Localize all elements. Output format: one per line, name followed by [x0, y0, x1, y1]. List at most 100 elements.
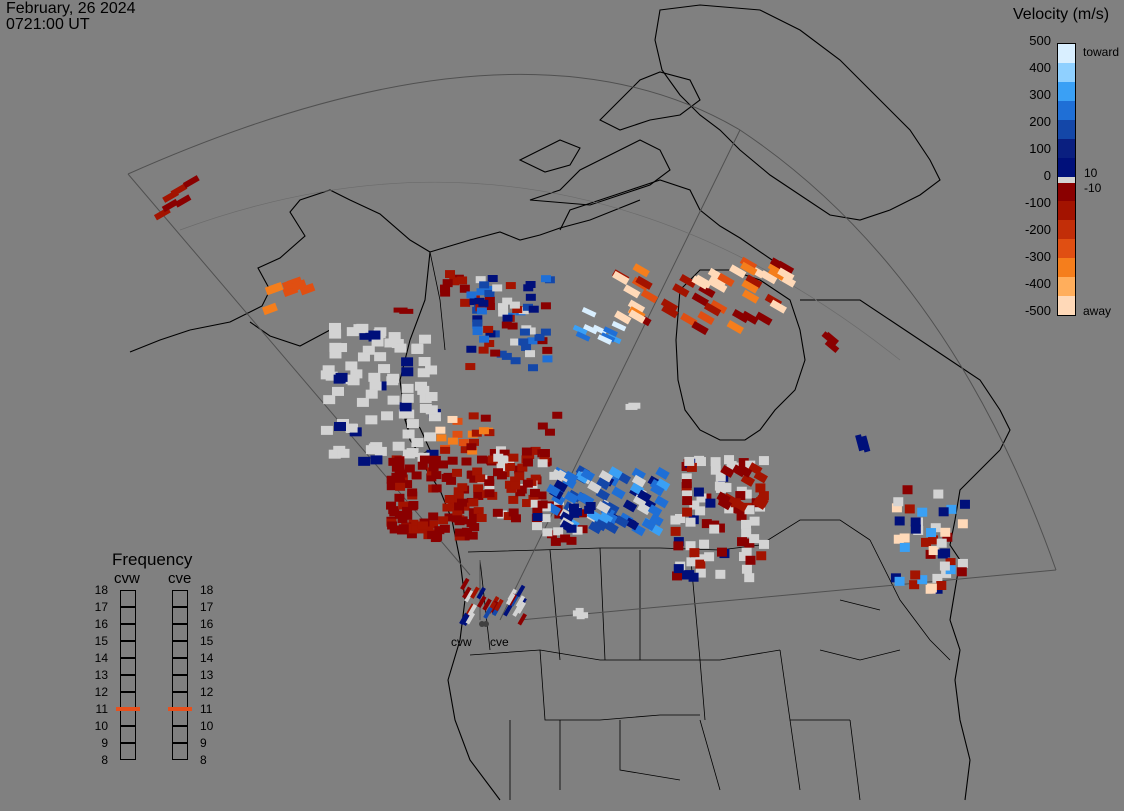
velocity-cell [745, 460, 756, 470]
velocity-cell [920, 537, 931, 547]
velocity-cell [483, 606, 493, 619]
velocity-cell [174, 194, 192, 208]
velocity-cell [484, 489, 495, 498]
velocity-cell [737, 537, 748, 547]
velocity-cell [539, 454, 550, 463]
velocity-cell [672, 283, 690, 298]
velocity-cell [387, 395, 400, 405]
velocity-cell [402, 506, 413, 515]
frequency-scale-label: 17 [94, 600, 108, 614]
velocity-cell [517, 613, 527, 626]
velocity-cell [650, 483, 665, 497]
colorbar-segment [1058, 44, 1075, 64]
velocity-cell [891, 503, 902, 513]
colorbar-label-neg10: -10 [1084, 181, 1102, 195]
velocity-cell [517, 463, 528, 472]
velocity-cell [530, 446, 541, 455]
velocity-cell [575, 331, 591, 342]
colorbar-tick-label: -400 [1024, 276, 1051, 291]
velocity-cell [528, 305, 539, 313]
velocity-cell [417, 368, 430, 378]
velocity-cell [476, 513, 487, 522]
velocity-cell [521, 447, 532, 456]
velocity-cell [614, 310, 632, 325]
velocity-cell [542, 528, 553, 537]
velocity-cell [608, 466, 623, 480]
velocity-cell [512, 306, 523, 314]
velocity-cell [632, 494, 648, 508]
velocity-cell [670, 526, 681, 536]
radar-fov-boundary [127, 73, 1057, 621]
velocity-cell [598, 511, 614, 525]
velocity-cell [695, 506, 706, 516]
velocity-cell [365, 389, 378, 399]
velocity-cell [170, 183, 188, 197]
velocity-cell [476, 595, 487, 608]
velocity-cell [345, 423, 358, 433]
velocity-cell [356, 323, 369, 333]
velocity-cell [542, 355, 553, 363]
velocity-cell [419, 455, 430, 464]
velocity-cell [744, 573, 755, 583]
velocity-cell [741, 310, 759, 325]
velocity-cell [741, 564, 752, 574]
velocity-cell [516, 485, 527, 494]
velocity-cell [428, 520, 439, 529]
velocity-cell [756, 551, 767, 561]
velocity-cell [487, 455, 498, 464]
velocity-cell [464, 589, 474, 603]
velocity-cell [701, 519, 712, 529]
velocity-cell [407, 488, 418, 497]
velocity-cell [654, 495, 669, 509]
velocity-cell [715, 483, 726, 493]
velocity-cell [571, 507, 582, 516]
velocity-cell [320, 425, 333, 435]
velocity-cell [416, 525, 427, 534]
frequency-scale-label: 16 [94, 617, 108, 631]
colorbar-tick-label: 200 [1029, 114, 1051, 129]
velocity-cell [909, 580, 920, 590]
frequency-cell [120, 675, 136, 692]
velocity-cell [461, 457, 472, 466]
colorbar-segment [1058, 119, 1075, 140]
velocity-cell [485, 330, 496, 338]
velocity-cell [452, 430, 463, 438]
velocity-cell [368, 330, 381, 340]
velocity-cell [454, 517, 465, 526]
velocity-cell [682, 496, 693, 506]
velocity-cell [717, 272, 735, 287]
frequency-scale-label: 17 [200, 600, 214, 614]
velocity-cell [733, 499, 748, 512]
velocity-cell [402, 429, 415, 439]
frequency-cell [172, 675, 188, 692]
colorbar-tick-label: 500 [1029, 33, 1051, 48]
velocity-cell [262, 302, 278, 316]
velocity-cell [428, 512, 439, 521]
velocity-cell [479, 335, 490, 343]
velocity-cell [946, 504, 957, 514]
velocity-cell [553, 479, 568, 493]
velocity-cell [760, 270, 778, 285]
velocity-cell [515, 584, 526, 598]
velocity-cell [736, 511, 747, 521]
velocity-cell [518, 338, 529, 346]
velocity-cell [333, 421, 346, 431]
velocity-cell [755, 311, 773, 326]
velocity-cell [344, 374, 357, 384]
velocity-cell [369, 381, 382, 391]
velocity-cell [575, 491, 591, 505]
velocity-cell [705, 498, 716, 508]
velocity-cell [444, 494, 455, 503]
frequency-scale-label: 15 [200, 634, 214, 648]
velocity-cell [544, 428, 555, 436]
velocity-cell [428, 455, 439, 464]
velocity-cell [496, 463, 507, 472]
velocity-cell [459, 612, 469, 626]
velocity-cell [525, 293, 536, 301]
velocity-cell [688, 572, 699, 582]
velocity-cell [768, 266, 786, 281]
velocity-cell [894, 516, 905, 526]
velocity-cell [592, 324, 608, 336]
velocity-cell [475, 276, 486, 284]
colorbar-segment [1058, 220, 1075, 240]
